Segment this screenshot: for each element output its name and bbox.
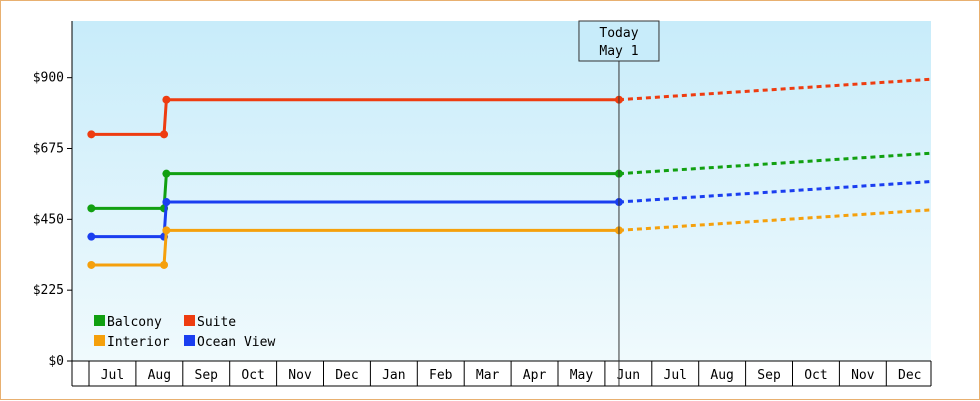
y-tick-label: $450: [33, 212, 64, 227]
y-tick-label: $675: [33, 142, 64, 157]
x-tick-label: Aug: [710, 368, 733, 383]
legend-label-interior: Interior: [107, 335, 170, 350]
suite-point: [160, 130, 169, 139]
ocean-view-point: [87, 232, 96, 241]
x-tick-label: Apr: [523, 368, 547, 383]
legend: Balcony Suite Interior Ocean View: [94, 315, 275, 350]
x-tick-label: May: [570, 368, 594, 383]
x-tick-label: Mar: [476, 368, 500, 383]
legend-label-suite: Suite: [197, 315, 236, 330]
ocean-view-history-line: [91, 200, 619, 239]
x-tick-label: Dec: [898, 368, 921, 383]
legend-swatch-balcony: [94, 315, 105, 326]
x-tick-label: Nov: [851, 368, 875, 383]
today-label-box: [578, 20, 660, 62]
interior-forecast-line: [618, 208, 932, 232]
x-tick-label: Aug: [148, 368, 171, 383]
x-tick-label: Oct: [241, 368, 264, 383]
balcony-point: [87, 204, 96, 213]
today-marker: Today May 1: [578, 20, 660, 386]
ocean-view-point: [162, 198, 171, 207]
balcony-forecast-line: [618, 151, 932, 176]
x-tick-label: Oct: [804, 368, 827, 383]
legend-swatch-suite: [184, 315, 195, 326]
balcony-history-line: [91, 172, 619, 210]
x-tick-label: Jan: [382, 368, 405, 383]
series-layer: [87, 77, 932, 269]
x-tick-label: Jun: [617, 368, 640, 383]
today-label: Today: [599, 26, 638, 41]
balcony-point: [162, 169, 171, 178]
x-tick-label: Jul: [664, 368, 687, 383]
legend-swatch-ocean-view: [184, 335, 195, 346]
suite-point: [162, 95, 171, 104]
suite-forecast-line: [618, 77, 932, 102]
interior-point: [87, 260, 96, 269]
x-tick-label: Nov: [288, 368, 312, 383]
plot-area-background: [72, 21, 931, 361]
legend-swatch-interior: [94, 335, 105, 346]
x-tick-label: Dec: [335, 368, 358, 383]
y-tick-label: $225: [33, 283, 64, 298]
x-tick-label: Feb: [429, 368, 453, 383]
y-tick-label: $0: [48, 354, 64, 369]
x-tick-label: Sep: [757, 368, 781, 383]
legend-label-balcony: Balcony: [107, 315, 162, 330]
x-tick-label: Jul: [101, 368, 124, 383]
today-date-label: May 1: [599, 44, 638, 59]
x-axis: Jul Aug Sep Oct Nov Dec Jan Feb Mar Apr May Jun Jul A…: [71, 360, 932, 387]
y-tick-label: $900: [33, 71, 64, 86]
suite-point: [87, 130, 96, 139]
x-tick-label: Sep: [195, 368, 219, 383]
suite-history-line: [91, 98, 619, 136]
y-axis: $0 $225 $450 $675 $900: [33, 21, 73, 369]
legend-label-ocean-view: Ocean View: [197, 335, 275, 350]
interior-point: [160, 260, 169, 269]
interior-history-line: [91, 228, 619, 267]
interior-point: [162, 226, 171, 235]
ocean-view-forecast-line: [618, 180, 932, 204]
